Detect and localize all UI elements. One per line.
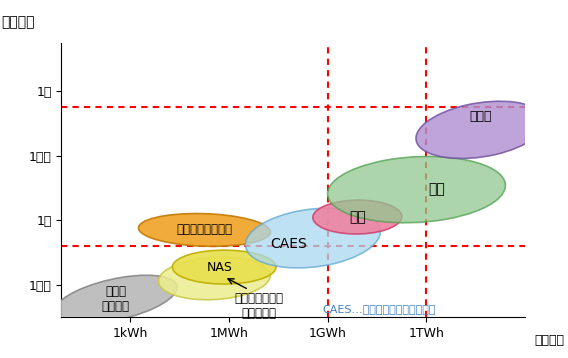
Ellipse shape <box>54 275 177 324</box>
Text: 水素: 水素 <box>428 183 445 197</box>
Text: 揚水: 揚水 <box>349 210 366 224</box>
Text: フライ
ホイール: フライ ホイール <box>102 285 130 313</box>
Ellipse shape <box>313 200 402 234</box>
Text: CAES…圧縮空気エネルギー貯蔵: CAES…圧縮空気エネルギー貯蔵 <box>323 304 436 314</box>
Text: 貯蔵規模: 貯蔵規模 <box>534 334 564 347</box>
Text: CAES: CAES <box>270 237 307 251</box>
Text: 貯蔵期間: 貯蔵期間 <box>1 15 35 29</box>
Ellipse shape <box>328 156 506 223</box>
Ellipse shape <box>172 250 276 284</box>
Text: メタン: メタン <box>469 111 492 124</box>
Ellipse shape <box>158 257 270 300</box>
Ellipse shape <box>416 101 545 159</box>
Text: レドックスフロー: レドックスフロー <box>177 223 232 236</box>
Text: リチウムイオン
バッテリー: リチウムイオン バッテリー <box>234 292 283 320</box>
Ellipse shape <box>139 213 270 246</box>
Ellipse shape <box>245 208 381 268</box>
Text: NAS: NAS <box>206 261 232 274</box>
